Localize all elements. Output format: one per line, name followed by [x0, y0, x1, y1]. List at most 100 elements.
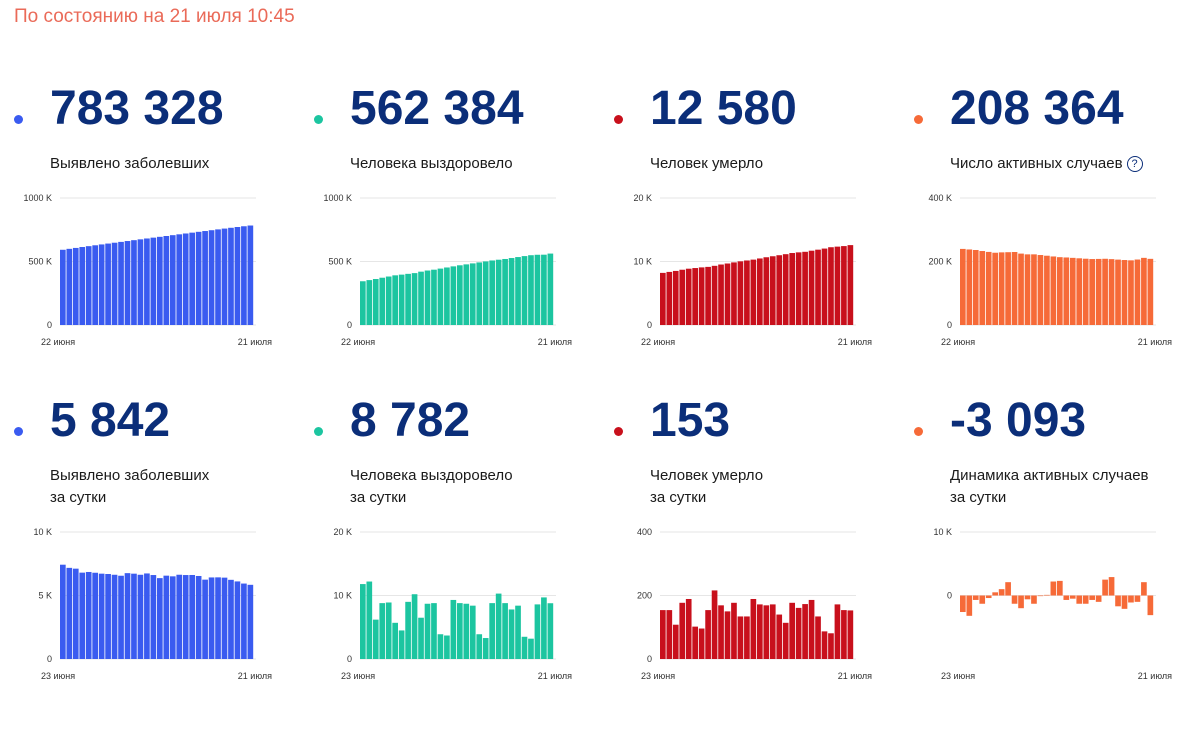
- bar: [463, 603, 470, 659]
- chart: 1000 K 500 K 0 22 июня 21 июля: [23, 193, 272, 347]
- card-daily-active-change: -3 093 Динамика активных случаев за сутки 1…: [914, 397, 1194, 717]
- bar: [966, 249, 973, 325]
- y-tick-label: 0: [647, 654, 652, 664]
- bar: [1115, 259, 1121, 325]
- y-tick-label: 0: [347, 320, 352, 330]
- bar: [118, 575, 124, 659]
- card-daily-deaths: 153 Человек умерло за сутки 400 200 0 23 июня 2…: [614, 397, 894, 717]
- help-icon[interactable]: ?: [1126, 156, 1143, 172]
- bar: [698, 628, 705, 659]
- bar: [1024, 254, 1031, 325]
- bar: [508, 258, 515, 325]
- bar: [1121, 260, 1128, 325]
- bar: [782, 254, 789, 325]
- bar: [776, 614, 783, 659]
- bar: [476, 634, 483, 659]
- series-color-dot: [614, 115, 623, 124]
- y-tick-label: 10 K: [333, 591, 352, 601]
- bar: [182, 233, 189, 325]
- bar: [508, 609, 515, 659]
- card-label-line: за сутки: [350, 489, 407, 506]
- series-color-dot: [914, 427, 923, 436]
- chart: 400 K 200 K 0 22 июня 21 июля: [928, 193, 1172, 347]
- bar: [521, 636, 528, 659]
- bar: [398, 274, 405, 325]
- bar: [711, 590, 718, 659]
- bar: [98, 244, 105, 325]
- bar: [1011, 252, 1018, 325]
- bar: [405, 601, 411, 659]
- total-value: 8 782: [350, 394, 471, 447]
- bar: [489, 603, 495, 659]
- bar: [528, 255, 534, 325]
- bar: [482, 261, 489, 325]
- bar: [1076, 595, 1083, 604]
- card-label-line: Человека выздоровело: [350, 467, 513, 484]
- bar: [215, 577, 221, 659]
- bar: [547, 603, 554, 659]
- bar: [1044, 255, 1050, 325]
- bar: [808, 599, 815, 659]
- bar: [418, 271, 424, 325]
- bar: [960, 248, 966, 325]
- y-tick-label: 0: [47, 654, 52, 664]
- x-start-label: 22 июня: [341, 337, 375, 347]
- bar: [795, 607, 802, 659]
- bar: [398, 630, 405, 659]
- bar: [202, 579, 208, 659]
- bar: [666, 610, 673, 659]
- bar: [208, 577, 215, 659]
- chart: 10 K 5 K 0 23 июня 21 июля: [33, 527, 272, 681]
- bar: [789, 253, 795, 325]
- bar: [534, 254, 541, 325]
- bar: [157, 578, 163, 659]
- bar: [815, 616, 821, 659]
- bar: [698, 267, 705, 325]
- bar: [847, 245, 854, 325]
- card-label: Человека выздоровело: [350, 153, 513, 175]
- bar: [385, 276, 392, 325]
- card-label-line: Число активных случаев: [950, 155, 1123, 172]
- card-label-line: Человек умерло: [650, 155, 764, 172]
- bar: [763, 257, 770, 325]
- card-label: Динамика активных случаев за сутки: [950, 465, 1149, 509]
- bar: [366, 280, 373, 325]
- card-total-deaths: 12 580 Человек умерло 20 K 10 K 0 22 июня 21 и…: [614, 85, 894, 405]
- card-active-cases: 208 364 Число активных случаев? 400 K 200 K…: [914, 85, 1194, 405]
- bar: [1128, 595, 1134, 603]
- bar: [457, 603, 463, 659]
- y-tick-label: 20 K: [333, 527, 352, 537]
- bar: [1147, 595, 1154, 616]
- bar: [757, 258, 763, 325]
- bar: [157, 236, 163, 325]
- bar: [444, 267, 450, 325]
- total-value: 562 384: [350, 82, 524, 135]
- x-start-label: 22 июня: [41, 337, 75, 347]
- x-end-label: 21 июля: [838, 671, 872, 681]
- bar: [802, 251, 808, 325]
- bar: [424, 603, 431, 659]
- bar: [131, 240, 137, 325]
- bar: [450, 266, 457, 325]
- bar: [1128, 260, 1134, 325]
- bar: [457, 265, 463, 325]
- bar: [802, 604, 808, 659]
- bar: [1102, 258, 1108, 325]
- x-end-label: 21 июля: [238, 671, 272, 681]
- bar: [992, 592, 998, 596]
- bar: [998, 252, 1005, 325]
- bar: [972, 249, 979, 325]
- bar: [718, 264, 724, 325]
- bar: [1147, 258, 1154, 325]
- bar: [379, 277, 386, 325]
- bar: [815, 249, 821, 325]
- bar: [234, 227, 241, 325]
- bar: [737, 616, 744, 659]
- bar: [469, 263, 476, 325]
- bar: [215, 229, 221, 325]
- bar: [1141, 582, 1147, 596]
- bar: [541, 254, 547, 325]
- bar: [92, 245, 98, 325]
- bar: [424, 270, 431, 325]
- bar: [757, 604, 763, 659]
